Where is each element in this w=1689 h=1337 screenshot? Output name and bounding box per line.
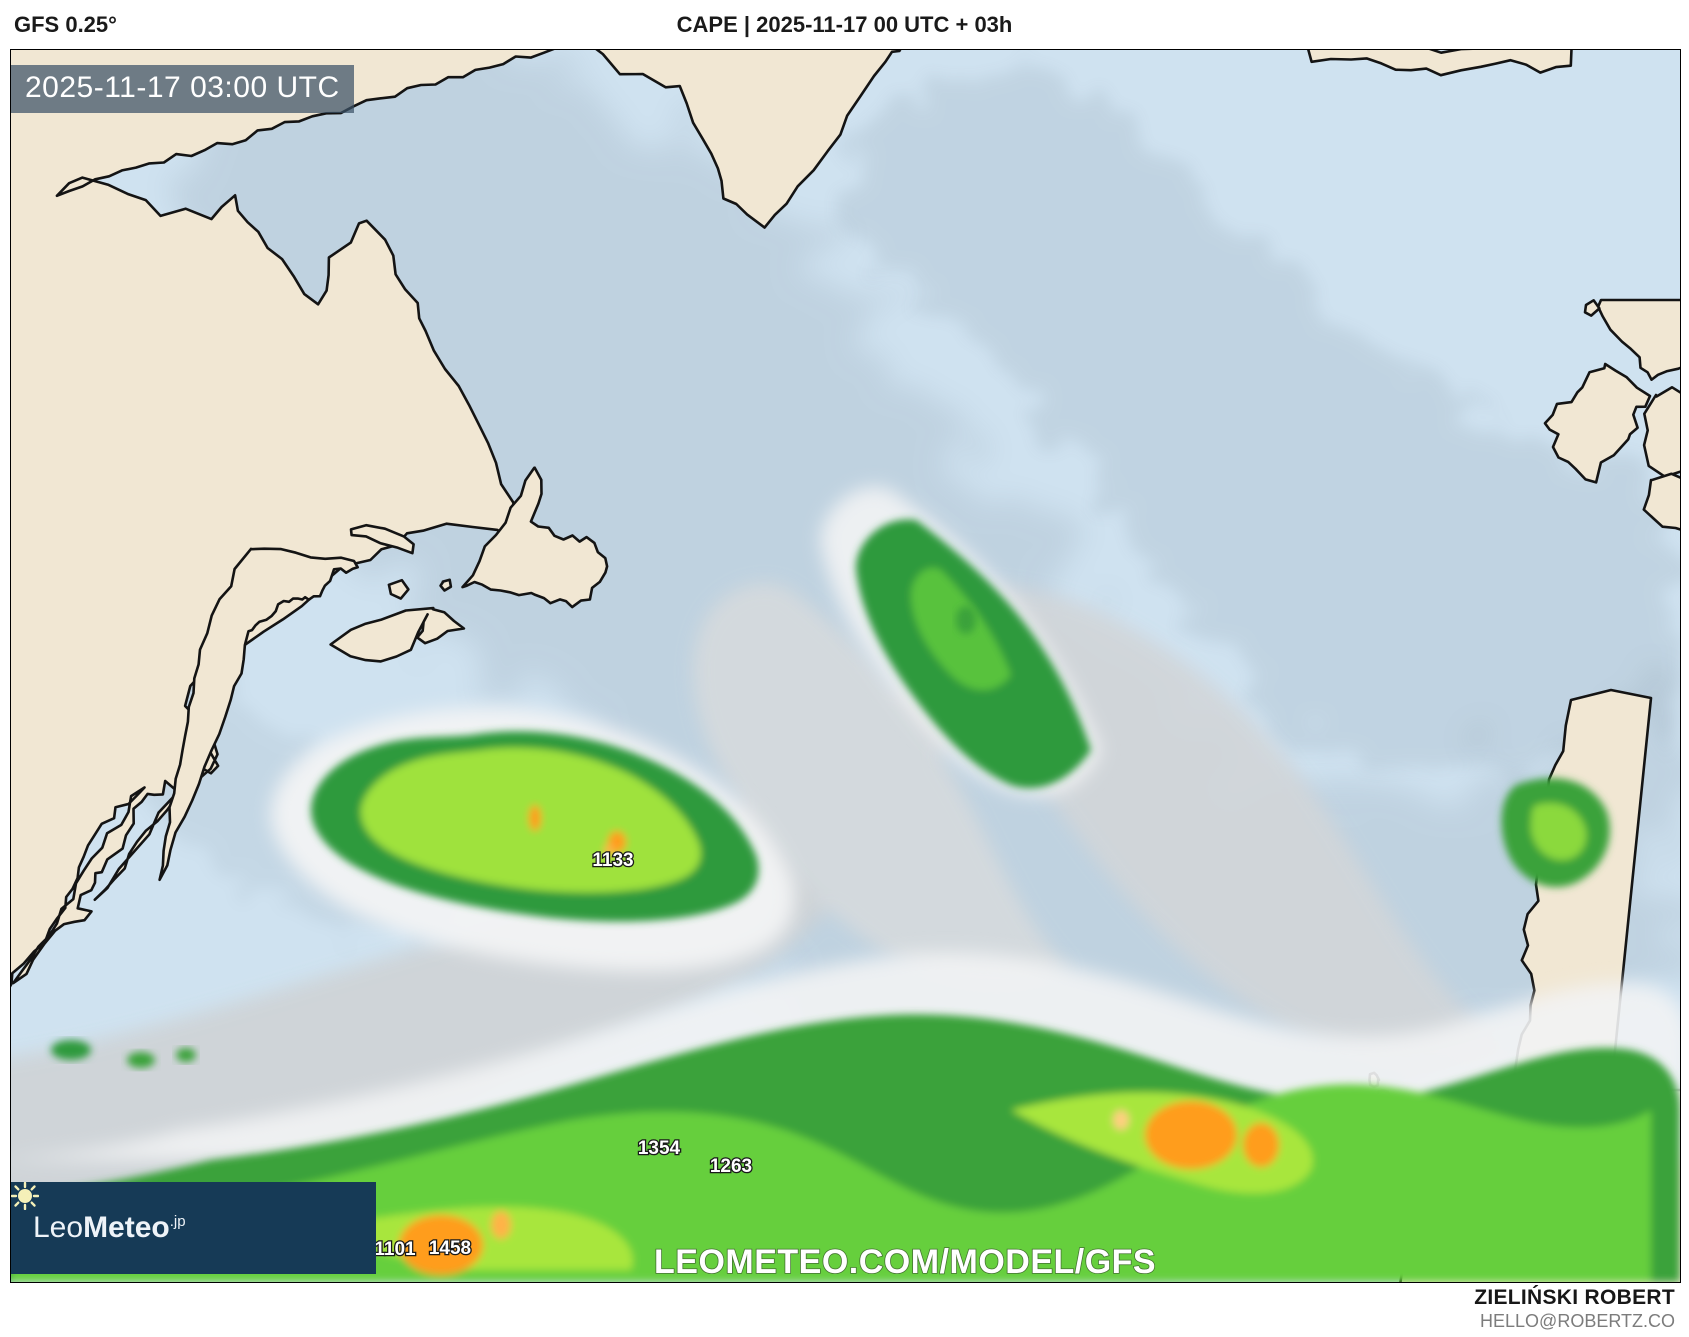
svg-text:1263: 1263 (710, 1156, 752, 1177)
svg-text:1101: 1101 (374, 1239, 416, 1260)
svg-text:1354: 1354 (638, 1138, 681, 1159)
svg-text:1133: 1133 (592, 850, 633, 871)
svg-text:1458: 1458 (429, 1238, 471, 1259)
